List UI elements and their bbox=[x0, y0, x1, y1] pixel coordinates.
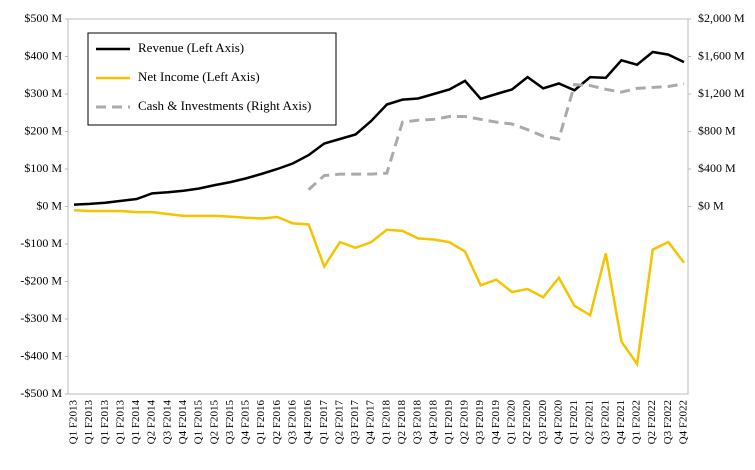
x-tick-label: Q2 F2022 bbox=[646, 400, 658, 444]
x-tick-label: Q1 F2013 bbox=[83, 400, 95, 445]
y-tick-label: $0 M bbox=[36, 198, 62, 212]
x-tick-label: Q1 F2018 bbox=[380, 400, 392, 445]
x-tick-label: Q1 F2020 bbox=[505, 400, 517, 445]
x-tick-label: Q3 F2015 bbox=[224, 400, 236, 445]
y-tick-label: -$300 M bbox=[20, 311, 62, 325]
x-tick-label: Q1 F2013 bbox=[68, 400, 80, 445]
legend-label: Revenue (Left Axis) bbox=[138, 40, 244, 55]
x-tick-label: Q4 F2022 bbox=[678, 400, 690, 444]
legend-label: Cash & Investments (Right Axis) bbox=[138, 98, 311, 113]
x-tick-label: Q3 F2018 bbox=[412, 400, 424, 445]
x-tick-label: Q1 F2015 bbox=[193, 400, 205, 445]
x-tick-label: Q4 F2021 bbox=[615, 400, 627, 444]
x-tick-label: Q2 F2018 bbox=[396, 400, 408, 445]
y-tick-label: $400 M bbox=[24, 48, 62, 62]
x-tick-label: Q3 F2021 bbox=[599, 400, 611, 444]
x-tick-label: Q4 F2016 bbox=[302, 400, 314, 445]
y-tick-label: -$200 M bbox=[20, 273, 62, 287]
x-tick-label: Q2 F2021 bbox=[584, 400, 596, 444]
y-tick-label: $500 M bbox=[24, 11, 62, 25]
x-tick-label: Q1 F2013 bbox=[114, 400, 126, 445]
y2-tick-label: $1,600 M bbox=[698, 48, 745, 62]
x-tick-label: Q4 F2017 bbox=[365, 400, 377, 445]
x-tick-label: Q3 F2020 bbox=[537, 400, 549, 445]
y-tick-label: -$400 M bbox=[20, 348, 62, 362]
y2-tick-label: $2,000 M bbox=[698, 11, 745, 25]
x-tick-label: Q1 F2014 bbox=[130, 400, 142, 445]
x-tick-label: Q2 F2017 bbox=[333, 400, 345, 445]
x-tick-label: Q4 F2018 bbox=[427, 400, 439, 445]
x-tick-label: Q1 F2016 bbox=[255, 400, 267, 445]
series-line bbox=[73, 209, 685, 368]
x-tick-label: Q2 F2019 bbox=[459, 400, 471, 445]
y-tick-label: $100 M bbox=[24, 161, 62, 175]
x-tick-label: Q1 F2013 bbox=[99, 400, 111, 445]
x-tick-label: Q4 F2014 bbox=[177, 400, 189, 445]
y-tick-label: $200 M bbox=[24, 123, 62, 137]
x-tick-label: Q4 F2019 bbox=[490, 400, 502, 445]
x-tick-label: Q3 F2016 bbox=[287, 400, 299, 445]
x-tick-label: Q2 F2015 bbox=[208, 400, 220, 445]
x-tick-label: Q3 F2019 bbox=[474, 400, 486, 445]
y-tick-label: $300 M bbox=[24, 86, 62, 100]
y2-tick-label: $1,200 M bbox=[698, 86, 745, 100]
x-tick-label: Q4 F2020 bbox=[552, 400, 564, 445]
x-tick-label: Q3 F2017 bbox=[349, 400, 361, 445]
x-tick-label: Q2 F2020 bbox=[521, 400, 533, 445]
x-tick-label: Q3 F2014 bbox=[161, 400, 173, 445]
y-tick-label: -$500 M bbox=[20, 386, 62, 400]
x-tick-label: Q3 F2022 bbox=[662, 400, 674, 444]
x-tick-label: Q1 F2022 bbox=[631, 400, 643, 444]
x-tick-label: Q1 F2017 bbox=[318, 400, 330, 445]
x-tick-label: Q1 F2021 bbox=[568, 400, 580, 444]
y2-tick-label: $400 M bbox=[698, 161, 736, 175]
x-tick-label: Q4 F2015 bbox=[240, 400, 252, 445]
legend-label: Net Income (Left Axis) bbox=[138, 69, 260, 84]
y2-tick-label: $0 M bbox=[698, 198, 724, 212]
x-tick-label: Q2 F2014 bbox=[146, 400, 158, 445]
x-tick-label: Q2 F2016 bbox=[271, 400, 283, 445]
y-tick-label: -$100 M bbox=[20, 236, 62, 250]
y2-tick-label: $800 M bbox=[698, 123, 736, 137]
x-tick-label: Q1 F2019 bbox=[443, 400, 455, 445]
series-line bbox=[307, 82, 685, 191]
